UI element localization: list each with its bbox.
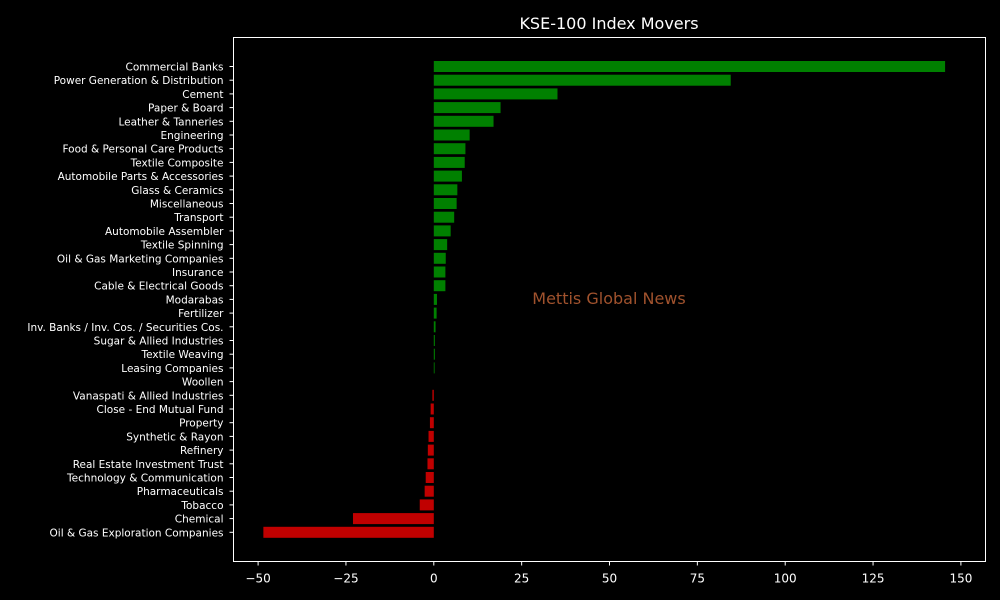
category-label: Textile Spinning bbox=[140, 240, 224, 252]
bar bbox=[352, 513, 434, 525]
category-label: Woollen bbox=[182, 377, 224, 389]
bar bbox=[433, 184, 458, 196]
x-tick-label: 50 bbox=[602, 572, 617, 586]
watermark-text: Mettis Global News bbox=[532, 289, 685, 308]
category-label: Vanaspati & Allied Industries bbox=[73, 390, 224, 402]
bar bbox=[424, 485, 434, 497]
category-label: Commercial Banks bbox=[126, 62, 224, 74]
bar bbox=[428, 430, 434, 442]
x-tick-label: 25 bbox=[514, 572, 529, 586]
category-label: Refinery bbox=[180, 445, 224, 457]
category-label: Fertilizer bbox=[178, 308, 224, 320]
category-label: Modarabas bbox=[166, 294, 224, 306]
bar bbox=[433, 293, 437, 305]
category-label: Oil & Gas Marketing Companies bbox=[57, 253, 224, 265]
category-label: Automobile Parts & Accessories bbox=[58, 171, 224, 183]
category-label: Food & Personal Care Products bbox=[62, 144, 223, 156]
category-label: Pharmaceuticals bbox=[137, 486, 224, 498]
bar bbox=[433, 225, 451, 237]
bar bbox=[433, 156, 465, 168]
bar bbox=[432, 389, 434, 401]
category-label: Real Estate Investment Trust bbox=[73, 459, 224, 471]
x-tick-label: 75 bbox=[690, 572, 705, 586]
x-axis: −50 −25 0 25 50 75 100 125 150 bbox=[245, 561, 972, 586]
bar bbox=[433, 102, 501, 114]
bar bbox=[433, 321, 436, 333]
category-label: Automobile Assembler bbox=[105, 226, 224, 238]
bar bbox=[263, 526, 434, 538]
bar bbox=[427, 458, 434, 470]
category-label: Leather & Tanneries bbox=[118, 116, 223, 128]
bar bbox=[429, 417, 434, 429]
bar bbox=[433, 74, 731, 86]
category-label: Leasing Companies bbox=[121, 363, 223, 375]
category-label: Tobacco bbox=[180, 500, 223, 512]
category-label: Chemical bbox=[175, 514, 224, 526]
bar bbox=[433, 61, 946, 72]
x-tick-label: 150 bbox=[949, 572, 972, 586]
bar bbox=[433, 88, 558, 100]
category-label: Synthetic & Rayon bbox=[126, 431, 223, 443]
bar bbox=[433, 307, 437, 319]
bar bbox=[433, 266, 446, 278]
bar bbox=[433, 170, 462, 182]
bar bbox=[430, 403, 434, 415]
bars bbox=[263, 61, 946, 538]
category-label: Property bbox=[179, 418, 223, 430]
bar bbox=[433, 252, 446, 264]
category-label: Inv. Banks / Inv. Cos. / Securities Cos. bbox=[27, 322, 223, 334]
category-label: Close - End Mutual Fund bbox=[97, 404, 224, 416]
category-label: Paper & Board bbox=[148, 103, 223, 115]
category-label: Oil & Gas Exploration Companies bbox=[50, 527, 224, 539]
x-tick-label: 125 bbox=[862, 572, 885, 586]
category-label: Transport bbox=[173, 212, 223, 224]
x-tick-label: −50 bbox=[245, 572, 270, 586]
category-label: Power Generation & Distribution bbox=[54, 75, 224, 87]
bar bbox=[419, 499, 434, 511]
category-label: Sugar & Allied Industries bbox=[94, 336, 224, 348]
bar bbox=[433, 129, 470, 141]
category-label: Insurance bbox=[172, 267, 224, 279]
bar bbox=[433, 115, 494, 127]
bar bbox=[433, 335, 435, 346]
bar bbox=[433, 143, 466, 155]
category-label: Technology & Communication bbox=[66, 473, 223, 485]
category-label: Textile Composite bbox=[130, 157, 224, 169]
category-label: Glass & Ceramics bbox=[131, 185, 223, 197]
bar bbox=[425, 472, 434, 483]
bar bbox=[433, 280, 446, 292]
chart-title: KSE-100 Index Movers bbox=[519, 14, 698, 33]
x-tick-label: −25 bbox=[333, 572, 358, 586]
bar bbox=[433, 211, 455, 223]
bar bbox=[433, 198, 457, 209]
category-label: Cable & Electrical Goods bbox=[94, 281, 223, 293]
category-label: Engineering bbox=[161, 130, 224, 142]
bar bbox=[433, 239, 448, 251]
x-tick-label: 0 bbox=[430, 572, 438, 586]
bar bbox=[427, 444, 434, 456]
bar bbox=[433, 362, 435, 374]
category-label: Textile Weaving bbox=[141, 349, 224, 361]
bar bbox=[433, 348, 435, 360]
x-tick-label: 100 bbox=[774, 572, 797, 586]
category-label: Miscellaneous bbox=[150, 199, 224, 211]
category-label: Cement bbox=[182, 89, 223, 101]
